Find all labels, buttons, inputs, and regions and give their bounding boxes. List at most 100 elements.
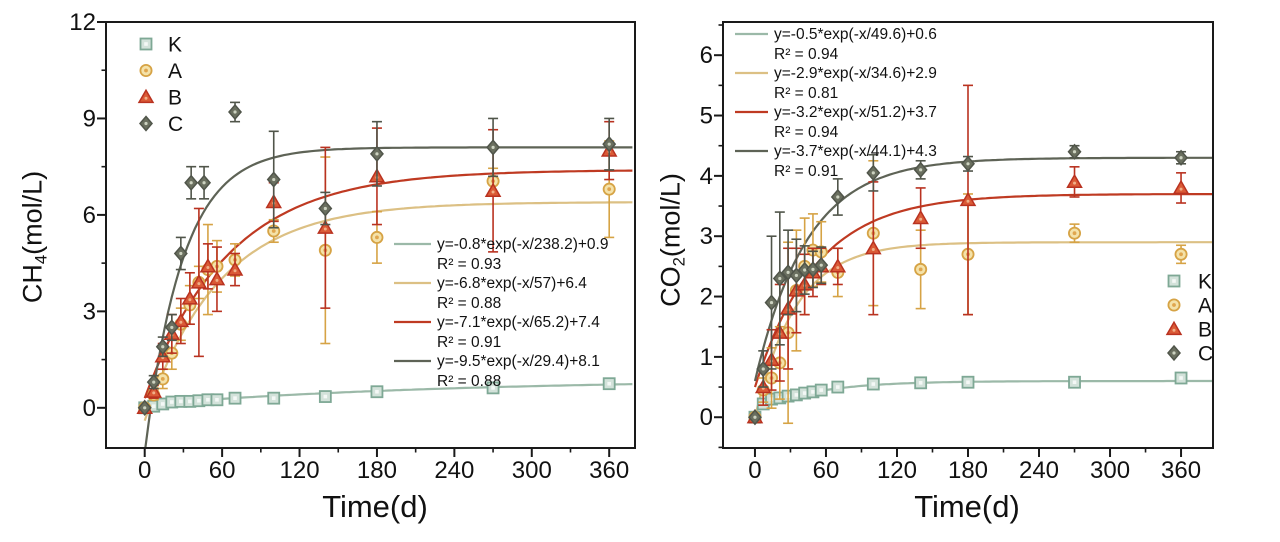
legend-marker-B <box>137 88 155 104</box>
equation-r2-K: R² = 0.94 <box>774 46 839 63</box>
legend-marker-C <box>1167 344 1181 362</box>
equation-text-K: y=-0.8*exp(-x/238.2)+0.9 <box>437 236 608 253</box>
x-tick-label: 120 <box>877 457 917 484</box>
co2-point-B <box>865 239 882 255</box>
co2-point-K <box>866 377 880 391</box>
legend-label-K: K <box>168 34 182 57</box>
co2-point-B <box>1172 179 1190 195</box>
co2-x-axis-title: Time(d) <box>914 489 1020 524</box>
co2-point-A <box>914 262 928 276</box>
ch4-y-title-pre: CH <box>17 264 48 304</box>
co2-equation-box: y=-0.5*exp(-x/49.6)+0.6 R² = 0.94 y=-2.9*e… <box>735 26 937 180</box>
legend-label-A: A <box>1198 295 1212 318</box>
y-tick-label: 0 <box>700 404 713 431</box>
legend-marker-A <box>1167 298 1181 312</box>
legend-marker-C <box>139 115 153 132</box>
x-tick-label: 0 <box>138 457 151 484</box>
ch4-point-C <box>369 145 384 162</box>
ch4-fit-curve-A <box>143 201 633 422</box>
ch4-equation-box: y=-0.8*exp(-x/238.2)+0.9 R² = 0.93 y=-6.8*… <box>394 236 608 390</box>
co2-point-K <box>961 375 975 389</box>
x-tick-label: 120 <box>280 457 320 484</box>
legend-label-C: C <box>168 113 183 136</box>
legend-marker-K <box>1167 274 1181 288</box>
co2-point-A <box>1174 247 1188 261</box>
co2-point-C <box>830 188 845 206</box>
equation-text-C: y=-3.7*exp(-x/44.1)+4.3 <box>774 143 937 160</box>
co2-point-K <box>1068 375 1081 389</box>
ch4-point-C <box>266 171 281 188</box>
x-tick-label: 240 <box>1019 457 1059 484</box>
ch4-fit-curve-B <box>143 169 633 399</box>
co2-chart: 0 60 120 180 240 300 3600123456KABCy=-0.5*exp(… <box>700 21 1214 484</box>
equation-r2-C: R² = 0.88 <box>437 373 501 390</box>
ch4-point-C <box>164 319 179 336</box>
y-tick-label: 1 <box>700 344 713 371</box>
co2-series-C <box>747 143 1189 426</box>
legend-label-B: B <box>1198 319 1212 342</box>
co2-point-K <box>831 380 845 394</box>
co2-point-C <box>756 360 771 378</box>
x-tick-label: 0 <box>748 457 761 484</box>
y-tick-label: 2 <box>700 284 713 311</box>
legend-label-A: A <box>168 60 182 83</box>
ch4-point-K <box>370 385 384 399</box>
ch4-point-K <box>267 391 281 405</box>
x-tick-label: 300 <box>1090 457 1130 484</box>
co2-y-title-post: (mol/L) <box>655 173 686 258</box>
co2-point-C <box>913 161 928 178</box>
co2-fit-curve-B <box>753 193 1212 388</box>
ch4-point-B <box>484 182 502 197</box>
ch4-y-title-sub: 4 <box>31 254 51 265</box>
co2-point-B <box>829 258 847 273</box>
y-tick-label: 6 <box>83 202 96 229</box>
ch4-fit-curve-C <box>144 146 633 447</box>
co2-point-K <box>1174 371 1188 385</box>
ch4-point-C <box>146 373 161 391</box>
ch4-point-K <box>318 390 332 403</box>
ch4-point-B <box>317 219 334 234</box>
co2-fit-curve-A <box>753 241 1212 418</box>
x-tick-label: 180 <box>357 457 397 484</box>
x-tick-label: 180 <box>948 457 988 484</box>
ch4-series-C <box>137 101 617 416</box>
equation-text-K: y=-0.5*exp(-x/49.6)+0.6 <box>774 26 937 43</box>
ch4-point-C <box>318 200 333 217</box>
co2-point-C <box>747 409 762 426</box>
co2-y-axis-title: CO2(mol/L) <box>655 173 689 307</box>
legend-label-K: K <box>1198 271 1212 294</box>
ch4-fit-curve-K <box>144 383 633 406</box>
ch4-point-K <box>210 393 224 407</box>
ch4-point-B <box>190 274 208 289</box>
equation-r2-B: R² = 0.91 <box>437 334 501 351</box>
x-tick-label: 360 <box>1161 457 1201 484</box>
ch4-y-axis-title: CH4(mol/L) <box>17 171 51 304</box>
ch4-point-K <box>486 381 500 395</box>
ch4-point-B <box>181 290 199 305</box>
x-tick-label: 360 <box>589 457 629 484</box>
co2-point-B <box>959 191 977 207</box>
equation-text-A: y=-6.8*exp(-x/57)+6.4 <box>437 275 587 292</box>
co2-point-C <box>814 257 829 274</box>
ch4-axes-ticks: 0 60 120 180 240 300 360 0 3 6 9 12 <box>69 9 629 484</box>
y-tick-label: 3 <box>700 223 713 250</box>
ch4-point-K <box>602 377 616 391</box>
equation-text-B: y=-3.2*exp(-x/51.2)+3.7 <box>774 104 937 121</box>
equation-r2-A: R² = 0.88 <box>437 295 501 312</box>
legend-marker-A <box>139 64 153 78</box>
equation-r2-B: R² = 0.94 <box>774 124 839 141</box>
legend-label-B: B <box>168 87 182 110</box>
co2-point-C <box>797 261 812 279</box>
co2-point-K <box>914 376 928 390</box>
ch4-x-axis-title: Time(d) <box>322 489 428 524</box>
co2-point-C <box>772 270 787 287</box>
co2-point-C <box>961 155 975 172</box>
y-tick-label: 0 <box>83 395 96 422</box>
ch4-point-K <box>228 391 242 405</box>
ch4-series-K <box>138 377 616 415</box>
ch4-point-B <box>172 312 190 328</box>
equation-r2-K: R² = 0.93 <box>437 256 501 273</box>
